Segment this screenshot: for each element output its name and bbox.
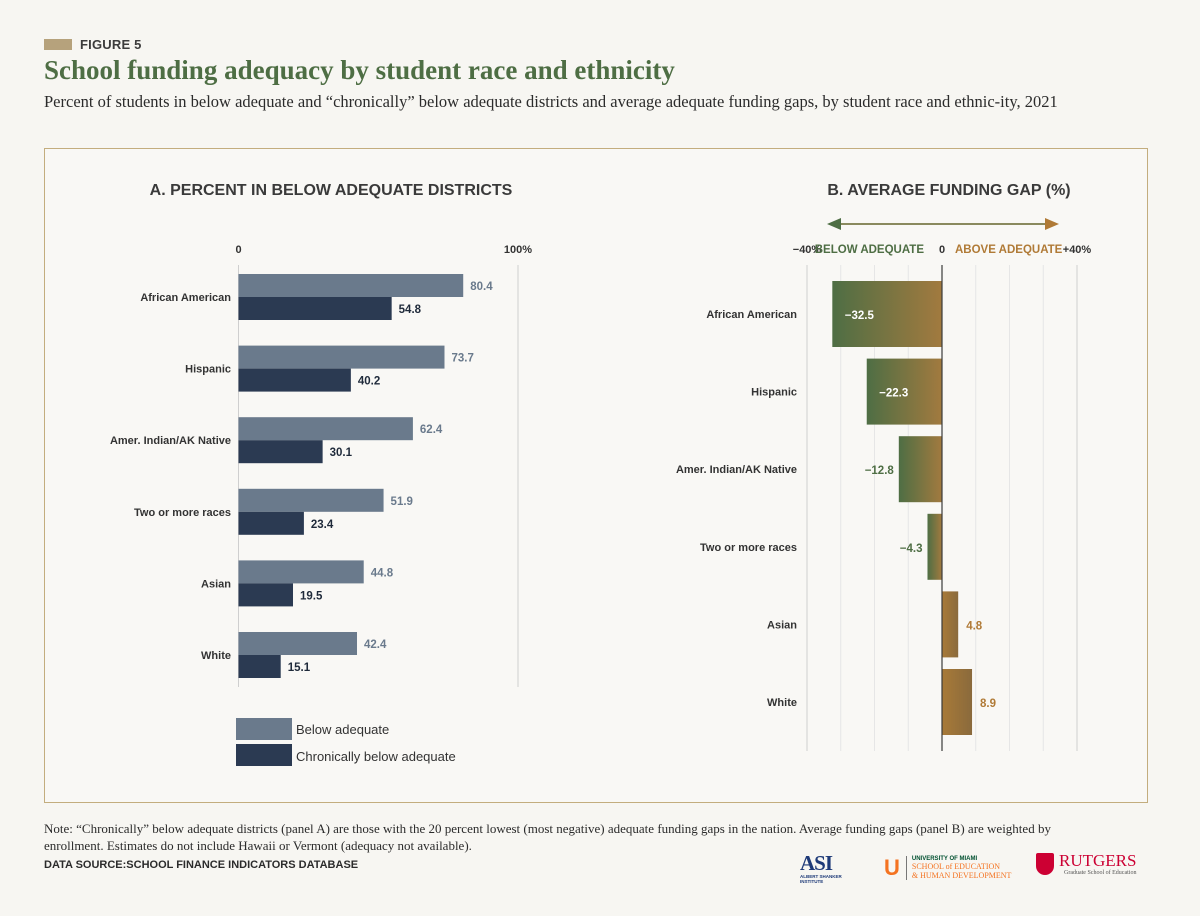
rutgers-logo-name: RUTGERS [1059, 851, 1137, 870]
panel-a-bar-chronic [238, 511, 304, 535]
panel-a-category-label-white: White [201, 650, 231, 662]
panel-b-title: B. AVERAGE FUNDING GAP (%) [827, 182, 1070, 199]
panel-b-value-label: 8.9 [980, 698, 996, 710]
panel-b-category-label-african-american: African American [706, 309, 797, 321]
figure-note: Note: “Chronically” below adequate distr… [44, 821, 1051, 853]
panel-b-tick-label: −40% [793, 244, 822, 256]
legend-label-chronic: Chronically below adequate [296, 749, 456, 764]
panel-a-bar-below-adequate [238, 560, 364, 584]
um-logo-line2: SCHOOL of EDUCATION [911, 862, 1001, 871]
um-logo-line1: UNIVERSITY OF MIAMI [911, 856, 978, 862]
legend-label-below: Below adequate [296, 722, 389, 737]
panel-a-value-label-chronic: 23.4 [311, 519, 334, 531]
rutgers-logo: RUTGERS Graduate School of Education [1036, 852, 1136, 876]
legend-swatch-chronic [236, 744, 292, 766]
panel-b-tick-label: 0 [939, 244, 945, 256]
asi-logo-sub: ALBERT SHANKER INSTITUTE [800, 874, 842, 884]
panel-a-bar-below-adequate [238, 345, 445, 369]
figure-label-swatch [44, 39, 72, 50]
rutgers-logo-sub: Graduate School of Education [1063, 870, 1137, 876]
panel-a-category-label-african-american: African American [140, 292, 231, 304]
panel-b-bar-negative [866, 358, 942, 425]
legend-swatch-below [236, 718, 292, 740]
um-logo: U UNIVERSITY OF MIAMI SCHOOL of EDUCATIO… [884, 853, 1011, 883]
chart-canvas: A. PERCENT IN BELOW ADEQUATE DISTRICTS 0 1… [110, 182, 1091, 766]
panel-b-bar-negative [927, 513, 942, 580]
panel-b-bar-positive [942, 591, 959, 658]
um-logo-mark: U [884, 855, 900, 880]
data-source: DATA SOURCE:SCHOOL FINANCE INDICATORS DA… [44, 859, 359, 871]
panel-b-category-label-hispanic: Hispanic [751, 387, 797, 399]
panel-a-bar-chronic [238, 440, 323, 464]
panel-b-bar-negative [832, 281, 942, 347]
panel-a-category-label-hispanic: Hispanic [185, 364, 231, 376]
panel-b-value-label: −4.3 [900, 543, 923, 555]
figure-label: FIGURE 5 [44, 37, 142, 52]
panel-a-value-label-below: 42.4 [364, 639, 387, 651]
panel-a-value-label-chronic: 30.1 [330, 447, 353, 459]
figure-number: FIGURE 5 [80, 37, 142, 52]
panel-b-value-label: −22.3 [879, 388, 908, 400]
panel-b-value-label: −12.8 [865, 465, 895, 477]
panel-a-value-label-below: 44.8 [371, 567, 394, 579]
um-logo-line3: & HUMAN DEVELOPMENT [911, 871, 1012, 880]
chart-frame: A. PERCENT IN BELOW ADEQUATE DISTRICTS 0 1… [44, 148, 1148, 803]
panel-b-value-label: −32.5 [845, 310, 875, 322]
asi-logo-mark: ASI [800, 851, 833, 875]
panel-b-arrow-right-icon [1045, 218, 1059, 230]
panel-a-bar-chronic [238, 655, 281, 678]
rutgers-shield-icon [1036, 853, 1054, 875]
panel-a: A. PERCENT IN BELOW ADEQUATE DISTRICTS 0 1… [110, 182, 532, 766]
panel-a-value-label-below: 62.4 [420, 424, 443, 436]
panel-a-value-label-below: 51.9 [391, 496, 413, 508]
panel-b-direction-label-positive: ABOVE ADEQUATE [955, 244, 1063, 256]
panel-b-category-label-asian: Asian [767, 619, 797, 631]
panel-a-bar-below-adequate [238, 632, 358, 655]
panel-b-bar-negative [898, 436, 942, 503]
panel-a-value-label-below: 73.7 [451, 353, 473, 365]
panel-a-category-label-amer-indian-ak-native: Amer. Indian/AK Native [110, 435, 231, 447]
panel-b-category-label-white: White [767, 697, 797, 709]
panel-a-category-label-two-or-more-races: Two or more races [134, 507, 231, 519]
panel-b: B. AVERAGE FUNDING GAP (%) −40% 0 +40% BELOW… [676, 182, 1091, 751]
panel-b-direction-label-negative: BELOW ADEQUATE [815, 244, 925, 256]
panel-a-bar-below-adequate [238, 488, 384, 512]
page-subtitle: Percent of students in below adequate an… [44, 92, 1058, 111]
panel-b-value-label: 4.8 [966, 620, 983, 632]
panel-a-category-label-asian: Asian [201, 578, 231, 590]
panel-a-value-label-below: 80.4 [470, 281, 493, 293]
panel-a-tick-label: 0 [235, 244, 241, 256]
panel-b-category-label-amer-indian-ak-native: Amer. Indian/AK Native [676, 464, 797, 476]
panel-b-tick-label: +40% [1063, 244, 1092, 256]
panel-a-value-label-chronic: 15.1 [288, 662, 311, 674]
asi-logo: ASI ALBERT SHANKER INSTITUTE [800, 851, 864, 884]
panel-a-title: A. PERCENT IN BELOW ADEQUATE DISTRICTS [150, 182, 513, 199]
panel-b-bar-positive [942, 669, 973, 735]
panel-a-bar-chronic [238, 297, 392, 320]
panel-a-bar-below-adequate [238, 274, 464, 297]
panel-a-bar-chronic [238, 368, 351, 392]
panel-a-value-label-chronic: 54.8 [399, 304, 422, 316]
panel-a-tick-label: 100% [504, 244, 532, 256]
panel-a-value-label-chronic: 40.2 [358, 376, 380, 388]
panel-b-arrow-left-icon [827, 218, 841, 230]
panel-a-value-label-chronic: 19.5 [300, 590, 323, 602]
panel-a-bar-chronic [238, 583, 294, 607]
panel-a-bar-below-adequate [238, 417, 413, 441]
panel-b-category-label-two-or-more-races: Two or more races [700, 542, 797, 554]
page-title: School funding adequacy by student race … [44, 55, 675, 85]
um-logo-text: UNIVERSITY OF MIAMI SCHOOL of EDUCATION … [905, 856, 1012, 880]
